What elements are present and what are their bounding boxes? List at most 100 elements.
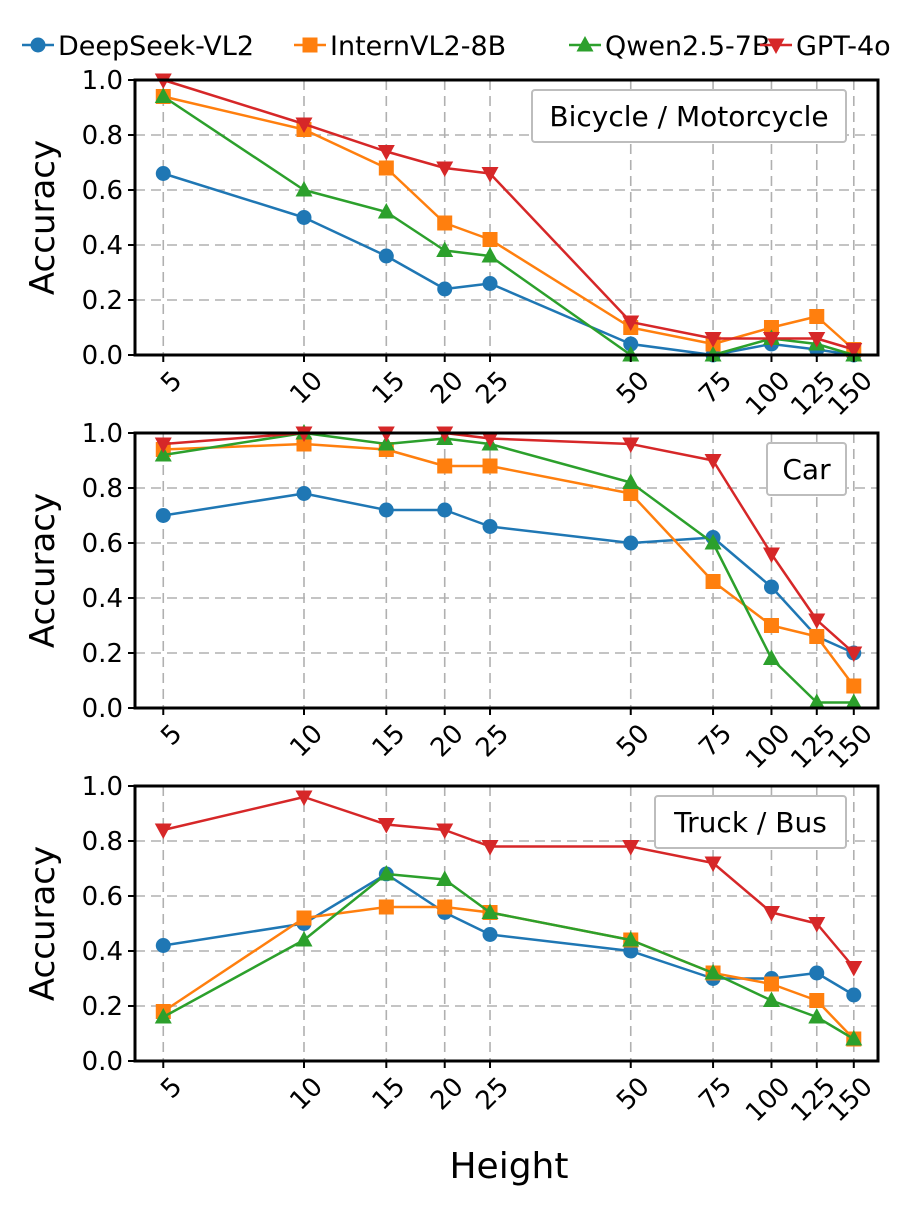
data-point-gpt-4o <box>377 145 395 161</box>
x-tick-label: 5 <box>155 366 188 399</box>
panel-label-box <box>531 89 847 143</box>
y-tick-label: 0.6 <box>82 882 123 912</box>
data-point-qwen2-5-7b <box>845 1030 863 1046</box>
data-point-internvl2-8b <box>482 232 498 247</box>
data-point-qwen2-5-7b <box>762 649 780 665</box>
x-tick-label: 10 <box>284 1072 329 1117</box>
data-point-internvl2-8b <box>378 899 394 915</box>
legend-label-gpt-4o: GPT-4o <box>796 31 891 62</box>
data-point-deepseek-vl2 <box>155 938 171 953</box>
panel-label-box <box>654 795 847 849</box>
data-point-deepseek-vl2 <box>437 502 453 518</box>
legend-label-internvl2-8b: InternVL2-8B <box>330 31 506 62</box>
data-point-internvl2-8b <box>809 309 825 324</box>
data-point-deepseek-vl2 <box>482 276 498 291</box>
y-tick-label: 1.0 <box>82 772 123 802</box>
data-point-internvl2-8b <box>763 618 779 633</box>
y-tick-label: 0.6 <box>82 176 123 206</box>
data-point-gpt-4o <box>845 961 863 977</box>
panel-label-box <box>766 442 847 496</box>
data-point-deepseek-vl2 <box>296 210 312 225</box>
chart-panels: 0.00.20.40.60.81.05 10 15 20 25 50 75 100125150… <box>23 66 880 1128</box>
plot-frame <box>133 784 880 1063</box>
y-tick-label: 0.0 <box>82 1047 123 1077</box>
legend-marker-gpt-4o <box>767 38 785 54</box>
data-point-qwen2-5-7b <box>845 693 863 709</box>
data-point-deepseek-vl2 <box>846 987 862 1003</box>
y-axis-label: Accuracy <box>23 846 63 1001</box>
series-line-gpt-4o <box>162 78 855 351</box>
data-point-qwen2-5-7b <box>762 991 780 1007</box>
data-point-deepseek-vl2 <box>155 166 171 181</box>
y-tick-label: 0.2 <box>82 992 123 1022</box>
panel-label: Truck / Bus <box>673 806 827 839</box>
data-point-gpt-4o <box>481 432 499 448</box>
plot-frame <box>133 431 880 710</box>
panel-truck-bus: 0.00.20.40.60.81.05 10 15 20 25 50 75 100125150… <box>23 772 880 1128</box>
y-tick-label: 0.8 <box>82 474 123 504</box>
data-point-deepseek-vl2 <box>623 336 639 352</box>
y-tick-label: 0.6 <box>82 529 123 559</box>
series-line-internvl2-8b <box>162 905 855 1040</box>
legend-item-internvl2-8b: InternVL2-8B <box>294 31 506 62</box>
data-point-qwen2-5-7b <box>377 435 395 451</box>
y-tick-label: 0.2 <box>82 286 123 316</box>
data-point-deepseek-vl2 <box>378 248 394 264</box>
data-point-gpt-4o <box>808 613 826 629</box>
data-point-gpt-4o <box>622 315 640 331</box>
data-point-qwen2-5-7b <box>295 931 313 947</box>
legend-marker-internvl2-8b <box>302 37 318 53</box>
data-point-qwen2-5-7b <box>808 693 826 709</box>
data-point-qwen2-5-7b <box>622 473 640 489</box>
data-point-qwen2-5-7b <box>295 181 313 197</box>
x-tick-label: 10 <box>284 719 329 764</box>
data-point-internvl2-8b <box>809 993 825 1008</box>
data-point-gpt-4o <box>481 167 499 183</box>
data-point-internvl2-8b <box>437 215 453 231</box>
data-point-gpt-4o <box>704 454 722 470</box>
y-tick-label: 1.0 <box>82 66 123 96</box>
data-point-gpt-4o <box>762 547 780 563</box>
x-tick-label: 100 <box>740 719 796 775</box>
legend-marker-deepseek-vl2 <box>30 37 46 53</box>
x-tick-label: 150 <box>822 719 878 775</box>
data-point-qwen2-5-7b <box>436 241 454 257</box>
data-point-deepseek-vl2 <box>155 508 171 523</box>
data-point-deepseek-vl2 <box>378 502 394 518</box>
data-point-internvl2-8b <box>763 320 779 335</box>
series-line-deepseek-vl2 <box>163 492 855 655</box>
legend-item-qwen2-5-7b: Qwen2.5-7B <box>569 31 770 62</box>
x-tick-label: 150 <box>822 366 878 422</box>
panel-label: Bicycle / Motorcycle <box>549 100 828 133</box>
x-tick-label: 20 <box>425 366 470 411</box>
data-point-qwen2-5-7b <box>436 870 454 886</box>
legend-label-qwen2-5-7b: Qwen2.5-7B <box>605 31 770 62</box>
data-point-qwen2-5-7b <box>154 87 172 103</box>
y-tick-label: 0.4 <box>82 937 123 967</box>
data-point-gpt-4o <box>154 823 172 839</box>
panel-bicycle-motorcycle: 0.00.20.40.60.81.05 10 15 20 25 50 75 100125150… <box>23 66 880 422</box>
data-point-gpt-4o <box>845 343 863 359</box>
data-point-deepseek-vl2 <box>763 579 779 595</box>
data-point-deepseek-vl2 <box>482 927 498 942</box>
data-point-gpt-4o <box>704 856 722 872</box>
y-tick-label: 0.0 <box>82 694 123 724</box>
data-point-internvl2-8b <box>437 458 453 474</box>
x-tick-label: 20 <box>425 1072 470 1117</box>
series-line-internvl2-8b <box>162 95 855 351</box>
data-point-qwen2-5-7b <box>154 1008 172 1024</box>
data-point-internvl2-8b <box>623 486 639 501</box>
x-tick-label: 75 <box>693 719 738 764</box>
data-point-gpt-4o <box>436 161 454 177</box>
x-tick-label: 20 <box>425 719 470 764</box>
data-point-internvl2-8b <box>705 574 721 589</box>
data-point-deepseek-vl2 <box>623 535 639 551</box>
data-point-qwen2-5-7b <box>377 865 395 881</box>
panel-car: 0.00.20.40.60.81.05 10 15 20 25 50 75 100125150… <box>23 419 880 775</box>
x-axis-label: Height <box>449 1146 568 1187</box>
data-point-qwen2-5-7b <box>377 203 395 219</box>
data-point-gpt-4o <box>481 840 499 856</box>
data-point-internvl2-8b <box>296 910 312 926</box>
x-tick-label: 50 <box>611 1072 656 1117</box>
data-point-deepseek-vl2 <box>296 486 312 501</box>
